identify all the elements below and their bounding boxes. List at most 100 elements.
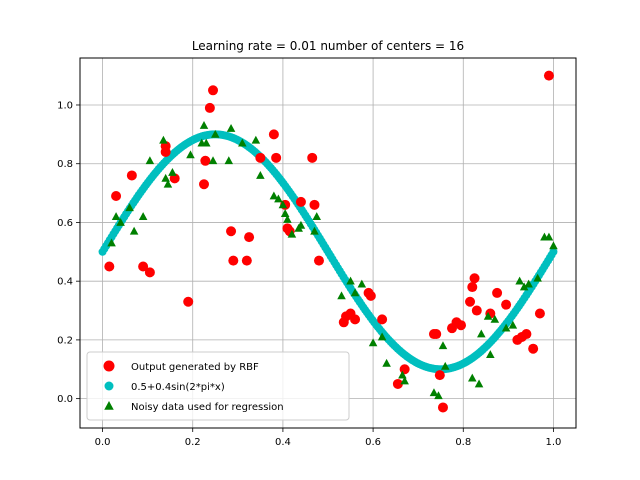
noisy-data-point bbox=[283, 215, 292, 223]
legend-label: 0.5+0.4sin(2*pi*x) bbox=[131, 382, 225, 393]
noisy-data-point bbox=[486, 350, 495, 358]
rbf-output-point bbox=[309, 199, 320, 210]
rbf-output-point bbox=[501, 299, 512, 310]
y-tick-label: 1.0 bbox=[57, 100, 73, 111]
noisy-data-point bbox=[208, 156, 218, 165]
y-tick-label: 0.4 bbox=[57, 277, 73, 288]
noisy-data-point bbox=[168, 168, 177, 176]
noisy-data-point bbox=[161, 173, 170, 182]
noisy-data-point bbox=[434, 391, 443, 400]
rbf-output-point bbox=[431, 329, 442, 340]
rbf-output-point bbox=[138, 261, 149, 272]
legend-marker-noisy bbox=[104, 401, 114, 410]
rbf-output-point bbox=[104, 261, 115, 272]
rbf-output-point bbox=[437, 402, 448, 413]
rbf-output-point bbox=[255, 152, 266, 163]
rbf-output-point bbox=[492, 287, 503, 298]
noisy-data-point bbox=[251, 135, 261, 144]
y-tick-label: 0.2 bbox=[57, 335, 73, 346]
noisy-data-point bbox=[145, 156, 155, 165]
series-2 bbox=[107, 121, 558, 400]
rbf-output-point bbox=[471, 305, 482, 316]
noisy-data-point bbox=[159, 135, 168, 144]
rbf-output-point bbox=[208, 85, 219, 96]
noisy-data-point bbox=[474, 379, 484, 388]
noisy-data-point bbox=[201, 138, 211, 147]
noisy-data-point bbox=[138, 212, 148, 220]
noisy-data-point bbox=[226, 123, 236, 132]
noisy-data-point bbox=[519, 282, 529, 291]
rbf-output-point bbox=[521, 329, 532, 340]
noisy-data-point bbox=[312, 212, 322, 220]
legend-marker-sine bbox=[104, 381, 114, 391]
x-tick-label: 0.4 bbox=[275, 437, 291, 448]
data-layer bbox=[98, 70, 558, 413]
rbf-output-point bbox=[469, 273, 480, 284]
rbf-output-point bbox=[244, 232, 255, 243]
rbf-output-point bbox=[528, 343, 539, 354]
noisy-data-point bbox=[107, 238, 116, 247]
noisy-data-point bbox=[287, 229, 297, 238]
noisy-data-point bbox=[269, 191, 279, 200]
noisy-data-point bbox=[116, 217, 125, 226]
noisy-data-point bbox=[346, 276, 355, 285]
legend-label: Noisy data used for regression bbox=[131, 402, 284, 413]
x-tick-label: 1.0 bbox=[546, 437, 562, 448]
rbf-output-point bbox=[126, 170, 137, 181]
x-tick-label: 0.2 bbox=[185, 437, 201, 448]
noisy-data-point bbox=[533, 273, 542, 282]
rbf-output-point bbox=[144, 267, 155, 278]
legend-marker-rbf bbox=[103, 360, 115, 372]
noisy-data-point bbox=[350, 288, 360, 297]
noisy-data-point bbox=[440, 361, 450, 370]
rbf-output-point bbox=[271, 152, 282, 163]
noisy-data-point bbox=[438, 341, 448, 350]
rbf-output-point bbox=[268, 129, 279, 140]
rbf-output-point bbox=[377, 314, 388, 325]
noisy-data-point bbox=[111, 212, 121, 220]
noisy-data-point bbox=[524, 279, 533, 288]
legend-label: Output generated by RBF bbox=[131, 362, 259, 373]
rbf-output-point bbox=[111, 191, 122, 202]
noisy-data-point bbox=[429, 388, 439, 397]
noisy-data-point bbox=[508, 320, 518, 329]
rbf-output-point bbox=[199, 179, 209, 190]
axes: 0.0 0.2 0.4 0.6 0.8 1.0 0.0 0.2 0.4 0.6 0.8 1.0 bbox=[57, 100, 561, 448]
rbf-output-point bbox=[204, 102, 215, 113]
rbf-output-point bbox=[295, 196, 306, 207]
noisy-data-point bbox=[515, 276, 524, 285]
noisy-data-point bbox=[296, 220, 306, 229]
noisy-data-point bbox=[377, 332, 387, 341]
noisy-data-point bbox=[468, 373, 477, 382]
rbf-output-point bbox=[456, 320, 467, 331]
rbf-output-point bbox=[183, 296, 194, 307]
noisy-data-point bbox=[125, 203, 134, 212]
rbf-output-point bbox=[534, 308, 545, 319]
noisy-data-point bbox=[501, 323, 511, 332]
noisy-data-point bbox=[544, 232, 554, 241]
noisy-data-point bbox=[549, 241, 558, 250]
rbf-output-point bbox=[313, 255, 324, 266]
noisy-data-point bbox=[224, 156, 234, 165]
rbf-output-point bbox=[399, 364, 410, 375]
rbf-output-point bbox=[392, 378, 403, 389]
noisy-data-point bbox=[186, 150, 195, 159]
noisy-data-point bbox=[382, 358, 391, 367]
noisy-data-point bbox=[477, 329, 486, 338]
noisy-data-point bbox=[368, 338, 378, 347]
rbf-output-point bbox=[200, 155, 211, 166]
rbf-output-point bbox=[228, 255, 239, 266]
noisy-data-point bbox=[310, 226, 319, 235]
noisy-data-point bbox=[210, 129, 220, 138]
noisy-data-point bbox=[274, 194, 283, 203]
x-tick-label: 0.8 bbox=[455, 437, 471, 448]
rbf-output-point bbox=[543, 70, 554, 81]
rbf-output-point bbox=[365, 290, 376, 301]
rbf-output-point bbox=[467, 282, 478, 293]
noisy-data-point bbox=[129, 226, 139, 235]
chart-title: Learning rate = 0.01 number of centers =… bbox=[192, 39, 464, 53]
x-tick-label: 0.6 bbox=[365, 437, 381, 448]
noisy-data-point bbox=[337, 291, 346, 300]
noisy-data-point bbox=[199, 121, 209, 129]
